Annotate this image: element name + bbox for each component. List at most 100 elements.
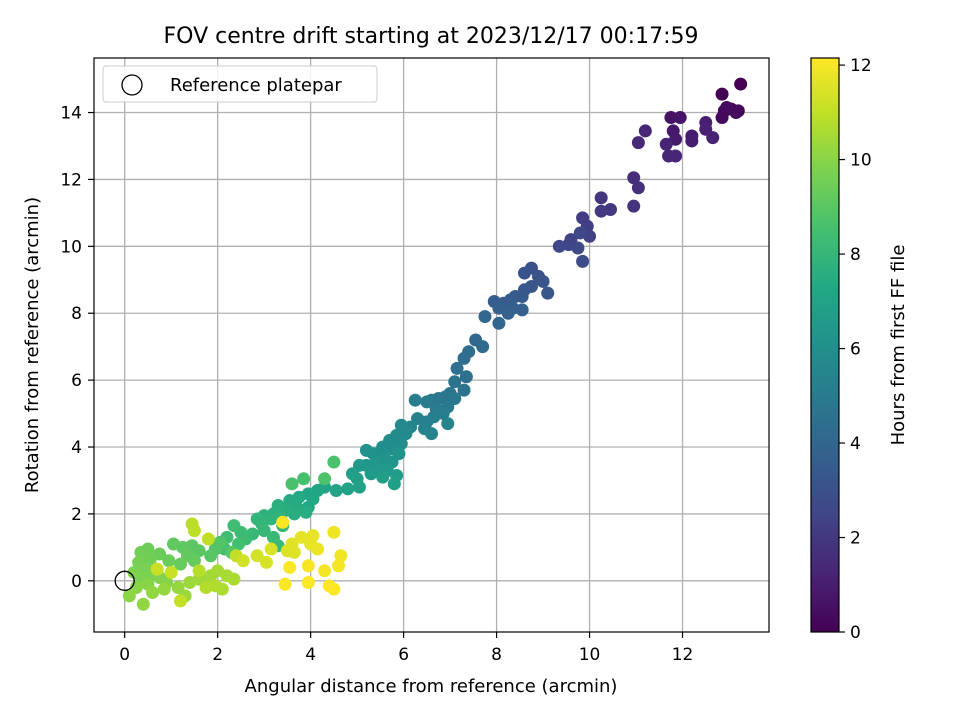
y-axis: 0 2 4 6 8 10 12 14	[60, 104, 94, 592]
x-tick-label: 8	[491, 645, 502, 665]
colorbar-frame	[810, 57, 840, 633]
scatter-point	[250, 549, 264, 563]
scatter-point	[294, 530, 308, 544]
colorbar-label: Hours from first FF file	[888, 245, 909, 446]
scatter-point	[236, 554, 250, 568]
scatter-point	[536, 274, 550, 288]
scatter-point	[576, 254, 590, 268]
colorbar-tick-label: 4	[850, 434, 861, 454]
scatter-point	[478, 310, 492, 324]
scatter-point	[166, 537, 180, 551]
scatter-point	[459, 370, 473, 384]
scatter-point	[157, 582, 171, 596]
scatter-point	[332, 559, 346, 573]
scatter-point	[122, 589, 136, 603]
scatter-point	[257, 524, 271, 538]
scatter-point	[264, 542, 278, 556]
scatter-point	[192, 564, 206, 578]
scatter-point	[673, 111, 687, 125]
scatter-point	[285, 537, 299, 551]
y-tick-label: 2	[71, 505, 82, 525]
colorbar-tick-label: 0	[850, 623, 861, 643]
scatter-point	[345, 467, 359, 481]
x-tick-label: 0	[119, 645, 130, 665]
scatter-point	[204, 549, 218, 563]
scatter-point	[573, 226, 587, 240]
scatter-point	[571, 241, 585, 255]
colorbar-tick-label: 2	[850, 529, 861, 549]
scatter-point	[173, 557, 187, 571]
chart-title: FOV centre drift starting at 2023/12/17 …	[164, 24, 699, 49]
scatter-point	[492, 316, 506, 330]
scatter-point	[364, 467, 378, 481]
scatter-point	[301, 559, 315, 573]
scatter-point	[301, 575, 315, 589]
scatter-point	[276, 515, 290, 529]
scatter-point	[425, 427, 438, 441]
x-tick-label: 6	[398, 645, 409, 665]
x-axis: 0 2 4 6 8 10 12	[119, 632, 693, 665]
scatter-point	[318, 564, 332, 578]
colorbar: 0 2 4 6 8 10 12 Hours from first FF file	[810, 56, 909, 643]
scatter-point	[450, 361, 464, 375]
colorbar-tick-label: 12	[850, 56, 872, 76]
scatter-point	[552, 239, 566, 253]
scatter-point	[627, 199, 641, 213]
scatter-point	[187, 524, 201, 538]
x-tick-label: 12	[672, 645, 694, 665]
scatter-point	[715, 87, 729, 101]
scatter-point	[162, 554, 176, 568]
scatter-point	[227, 519, 241, 533]
x-tick-label: 4	[305, 645, 316, 665]
scatter-point	[146, 586, 160, 600]
colorbar-tick-label: 6	[850, 340, 861, 360]
scatter-point	[134, 545, 148, 559]
scatter-point	[227, 572, 241, 586]
scatter-point	[631, 181, 645, 195]
scatter-point	[334, 549, 348, 563]
scatter-point	[150, 562, 164, 576]
scatter-point	[327, 582, 341, 596]
legend-label: Reference platepar	[170, 75, 342, 96]
y-tick-label: 12	[60, 170, 82, 190]
scatter-point	[327, 525, 341, 539]
legend: Reference platepar	[102, 65, 378, 103]
y-axis-label: Rotation from reference (arcmin)	[22, 197, 43, 493]
scatter-point	[187, 554, 201, 568]
x-axis-label: Angular distance from reference (arcmin)	[245, 676, 618, 697]
colorbar-gradient	[811, 58, 839, 632]
scatter-point	[448, 375, 462, 389]
scatter-point	[259, 555, 273, 569]
scatter-point	[594, 204, 608, 218]
scatter-point	[457, 383, 471, 397]
scatter-point	[318, 472, 332, 486]
scatter-point	[173, 594, 187, 608]
scatter-point	[631, 136, 645, 150]
y-tick-label: 8	[71, 304, 82, 324]
y-tick-label: 6	[71, 371, 82, 391]
scatter-point	[662, 149, 676, 163]
scatter-point	[299, 505, 313, 519]
scatter-point	[734, 77, 748, 91]
scatter-point	[387, 477, 401, 491]
reference-marker-layer	[114, 570, 135, 591]
legend-open-circle-icon	[121, 74, 143, 96]
colorbar-ticks: 0 2 4 6 8 10 12	[839, 56, 872, 643]
scatter-point	[594, 191, 608, 205]
scatter-point	[285, 477, 299, 491]
scatter-point	[327, 455, 341, 469]
scatter-point	[515, 303, 529, 317]
scatter-point	[706, 131, 720, 145]
scatter-point	[720, 101, 734, 115]
scatter-point	[541, 286, 555, 300]
scatter-point	[136, 597, 150, 611]
scatter-point	[278, 577, 292, 591]
colorbar-tick-label: 8	[850, 245, 861, 265]
plot-frame	[93, 57, 770, 633]
scatter-point	[420, 395, 434, 409]
points-layer	[122, 77, 748, 611]
scatter-point	[441, 417, 455, 431]
scatter-point	[638, 124, 652, 138]
scatter-point	[476, 340, 490, 354]
